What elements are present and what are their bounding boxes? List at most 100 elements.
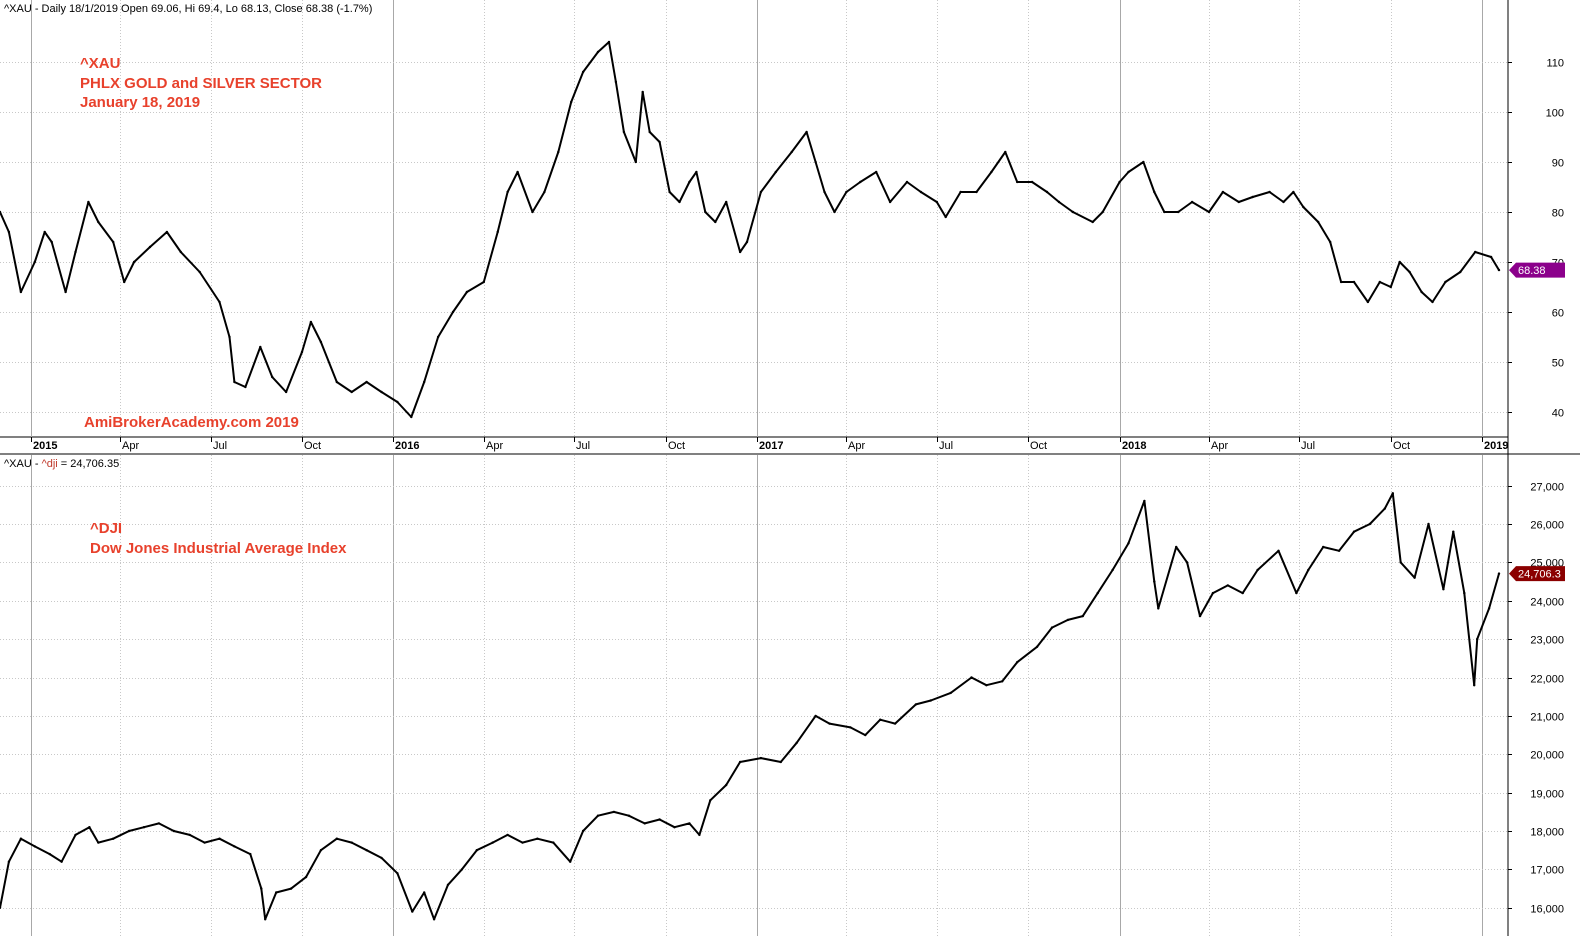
dji-data-point: [1175, 545, 1178, 549]
xau-data-point: [859, 180, 862, 184]
dji-data-point: [396, 872, 399, 875]
dji-data-point: [949, 691, 952, 695]
dji-data-point: [335, 837, 338, 840]
dji-data-point: [569, 860, 572, 863]
xau-data-point: [165, 230, 169, 234]
xau-data-point: [1177, 210, 1180, 214]
xau-data-point: [1366, 300, 1370, 304]
xau-data-point: [319, 340, 323, 344]
dji-symbol-annotation: ^DJI: [90, 520, 122, 537]
dji-data-point: [289, 887, 293, 890]
xau-data-point: [19, 290, 23, 294]
dji-data-point: [795, 741, 798, 744]
xau-data-point: [614, 80, 618, 84]
xau-data-point: [875, 170, 878, 174]
xau-data-point: [380, 390, 383, 394]
dji-data-point: [188, 833, 191, 837]
dji-data-point: [779, 760, 782, 764]
xau-y-tick-label: 100: [1546, 108, 1564, 120]
xau-data-point: [179, 250, 182, 254]
xau-data-point: [833, 210, 836, 214]
dji-data-point: [643, 822, 646, 825]
xau-data-point: [1163, 210, 1166, 214]
x-tick-label: 2019: [1484, 440, 1508, 452]
x-tick-label: Apr: [122, 440, 139, 452]
xau-data-point: [451, 310, 455, 314]
lower-grid: [0, 455, 1508, 936]
xau-data-point: [1153, 190, 1156, 194]
dji-data-point: [249, 852, 252, 856]
xau-data-point: [1339, 280, 1343, 284]
dji-data-point: [142, 826, 146, 829]
xau-data-point: [814, 160, 817, 164]
dji-data-point: [658, 818, 661, 821]
x-tick-label: Jul: [939, 440, 953, 452]
xau-y-tick-label: 40: [1552, 408, 1564, 420]
dji-data-point: [1307, 568, 1310, 572]
xau-data-point: [396, 400, 399, 404]
xau-data-point: [87, 200, 90, 204]
dji-data-point: [1368, 522, 1372, 526]
dji-data-point: [709, 799, 712, 802]
dji-data-point: [97, 841, 100, 844]
xau-data-point: [1127, 170, 1130, 174]
dji-data-point: [411, 910, 414, 913]
dji-data-point: [74, 833, 77, 837]
dji-data-point: [1337, 549, 1341, 552]
dji-data-point: [350, 841, 353, 844]
xau-data-point: [668, 190, 671, 194]
dji-data-point: [1016, 661, 1019, 664]
x-tick-label: 2017: [759, 440, 783, 452]
dji-data-point: [759, 756, 763, 760]
x-tick-label: Apr: [848, 440, 865, 452]
dji-data-point: [172, 829, 175, 833]
dji-data-point: [1487, 607, 1491, 610]
dji-data-point: [552, 841, 555, 844]
x-tick-label: Apr: [486, 440, 503, 452]
dji-data-point: [506, 833, 509, 837]
dji-header-series: ^dji: [42, 458, 58, 470]
dji-last-value-label: 24,706.3: [1518, 569, 1561, 581]
xau-last-value-tag-shape: [1509, 262, 1565, 278]
xau-data-point: [634, 160, 637, 164]
dji-data-point: [1211, 591, 1215, 595]
dji-y-tick-label: 24,000: [1530, 597, 1564, 609]
xau-data-point: [1474, 250, 1477, 254]
dji-data-point: [365, 849, 368, 852]
dji-data-point: [1295, 591, 1298, 595]
dji-data-point: [1277, 549, 1280, 552]
xau-data-point: [132, 260, 136, 264]
dji-y-tick-label: 27,000: [1530, 482, 1564, 494]
dji-y-tick-label: 22,000: [1530, 674, 1564, 686]
x-tick-label: Jul: [1301, 440, 1315, 452]
dji-data-point: [1442, 588, 1445, 591]
dji-data-point: [596, 814, 600, 817]
dji-data-point: [88, 826, 91, 829]
xau-data-point: [112, 240, 115, 244]
dji-data-point: [157, 822, 161, 825]
xau-last-value-tag: 68.38: [1509, 262, 1565, 278]
xau-data-point: [259, 345, 262, 349]
dji-data-point: [304, 875, 308, 879]
dji-price-line: [0, 492, 1500, 921]
xau-data-point: [1282, 200, 1285, 204]
xau-data-point: [823, 190, 826, 194]
dji-data-point: [738, 760, 742, 764]
dji-data-point: [275, 891, 278, 894]
dji-data-point: [1157, 607, 1160, 610]
xau-data-point: [506, 190, 509, 194]
xau-data-point: [607, 40, 611, 44]
xau-data-point: [244, 385, 247, 389]
dji-data-point: [1035, 645, 1039, 648]
xau-data-point: [1030, 180, 1034, 184]
xau-data-point: [43, 230, 46, 234]
xau-data-point: [557, 150, 560, 154]
xau-data-point: [1389, 285, 1393, 289]
xau-data-point: [1378, 280, 1382, 284]
xau-data-point: [570, 100, 573, 104]
xau-data-point: [1091, 220, 1094, 224]
dji-data-point: [970, 676, 973, 679]
dji-data-point: [1256, 568, 1259, 572]
xau-data-point: [774, 170, 777, 174]
